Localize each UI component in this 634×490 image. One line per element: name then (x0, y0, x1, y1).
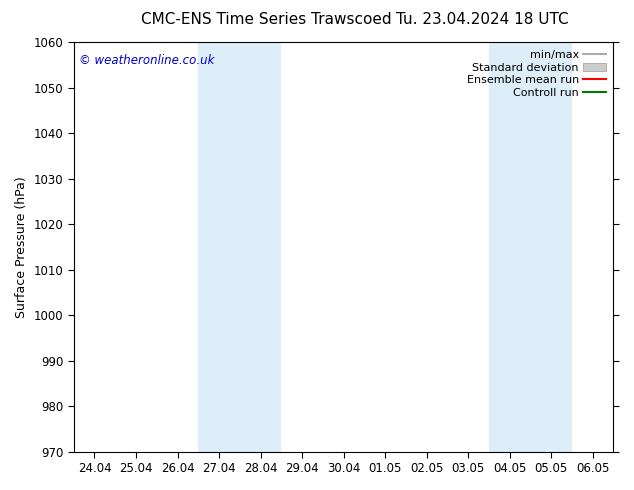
Legend: min/max, Standard deviation, Ensemble mean run, Controll run: min/max, Standard deviation, Ensemble me… (465, 48, 608, 100)
Bar (198, 42, 281, 452)
Text: CMC-ENS Time Series Trawscoed: CMC-ENS Time Series Trawscoed (141, 12, 392, 27)
Text: © weatheronline.co.uk: © weatheronline.co.uk (79, 54, 214, 67)
Bar (489, 42, 572, 452)
Text: Tu. 23.04.2024 18 UTC: Tu. 23.04.2024 18 UTC (396, 12, 568, 27)
Y-axis label: Surface Pressure (hPa): Surface Pressure (hPa) (15, 176, 28, 318)
